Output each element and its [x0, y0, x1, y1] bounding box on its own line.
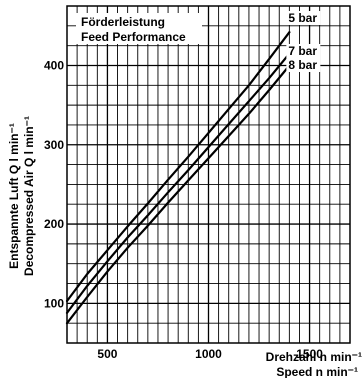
y-tick-labels: 100 200 300 400: [44, 58, 64, 310]
y-tick-label: 300: [44, 138, 64, 152]
y-tick-label: 200: [44, 217, 64, 231]
x-tick-label: 1500: [296, 347, 323, 361]
series-line: [65, 31, 291, 303]
x-tick-label: 500: [97, 347, 117, 361]
y-axis-label-en: Decompressed Air Q l min⁻¹: [22, 116, 36, 276]
series-line: [65, 64, 291, 325]
series-label: 7 bar: [288, 44, 317, 58]
chart-title: Förderleistung: [81, 15, 165, 29]
plot-frame: [66, 5, 351, 344]
y-axis-label-de: Entspannte Luft Q l min⁻¹: [7, 123, 21, 269]
x-axis-label-de: Drehzahl n min⁻¹: [266, 350, 362, 364]
x-tick-labels: 500 1000 1500: [97, 347, 323, 361]
grid-lines: [67, 6, 350, 343]
series-label: 8 bar: [288, 58, 317, 72]
chart-subtitle: Feed Performance: [81, 30, 186, 44]
x-tick-label: 1000: [195, 347, 222, 361]
x-axis-label-en: Speed n min⁻¹: [276, 365, 358, 378]
series-line: [65, 52, 291, 314]
series-lines: [65, 31, 291, 325]
series-label-bg: [286, 44, 321, 58]
title-box: [76, 13, 202, 44]
series-label: 5 bar: [288, 11, 317, 25]
y-tick-label: 400: [44, 58, 64, 72]
y-tick-label: 100: [44, 296, 64, 310]
series-label-bg: [286, 11, 321, 25]
series-label-bg: [286, 58, 321, 72]
